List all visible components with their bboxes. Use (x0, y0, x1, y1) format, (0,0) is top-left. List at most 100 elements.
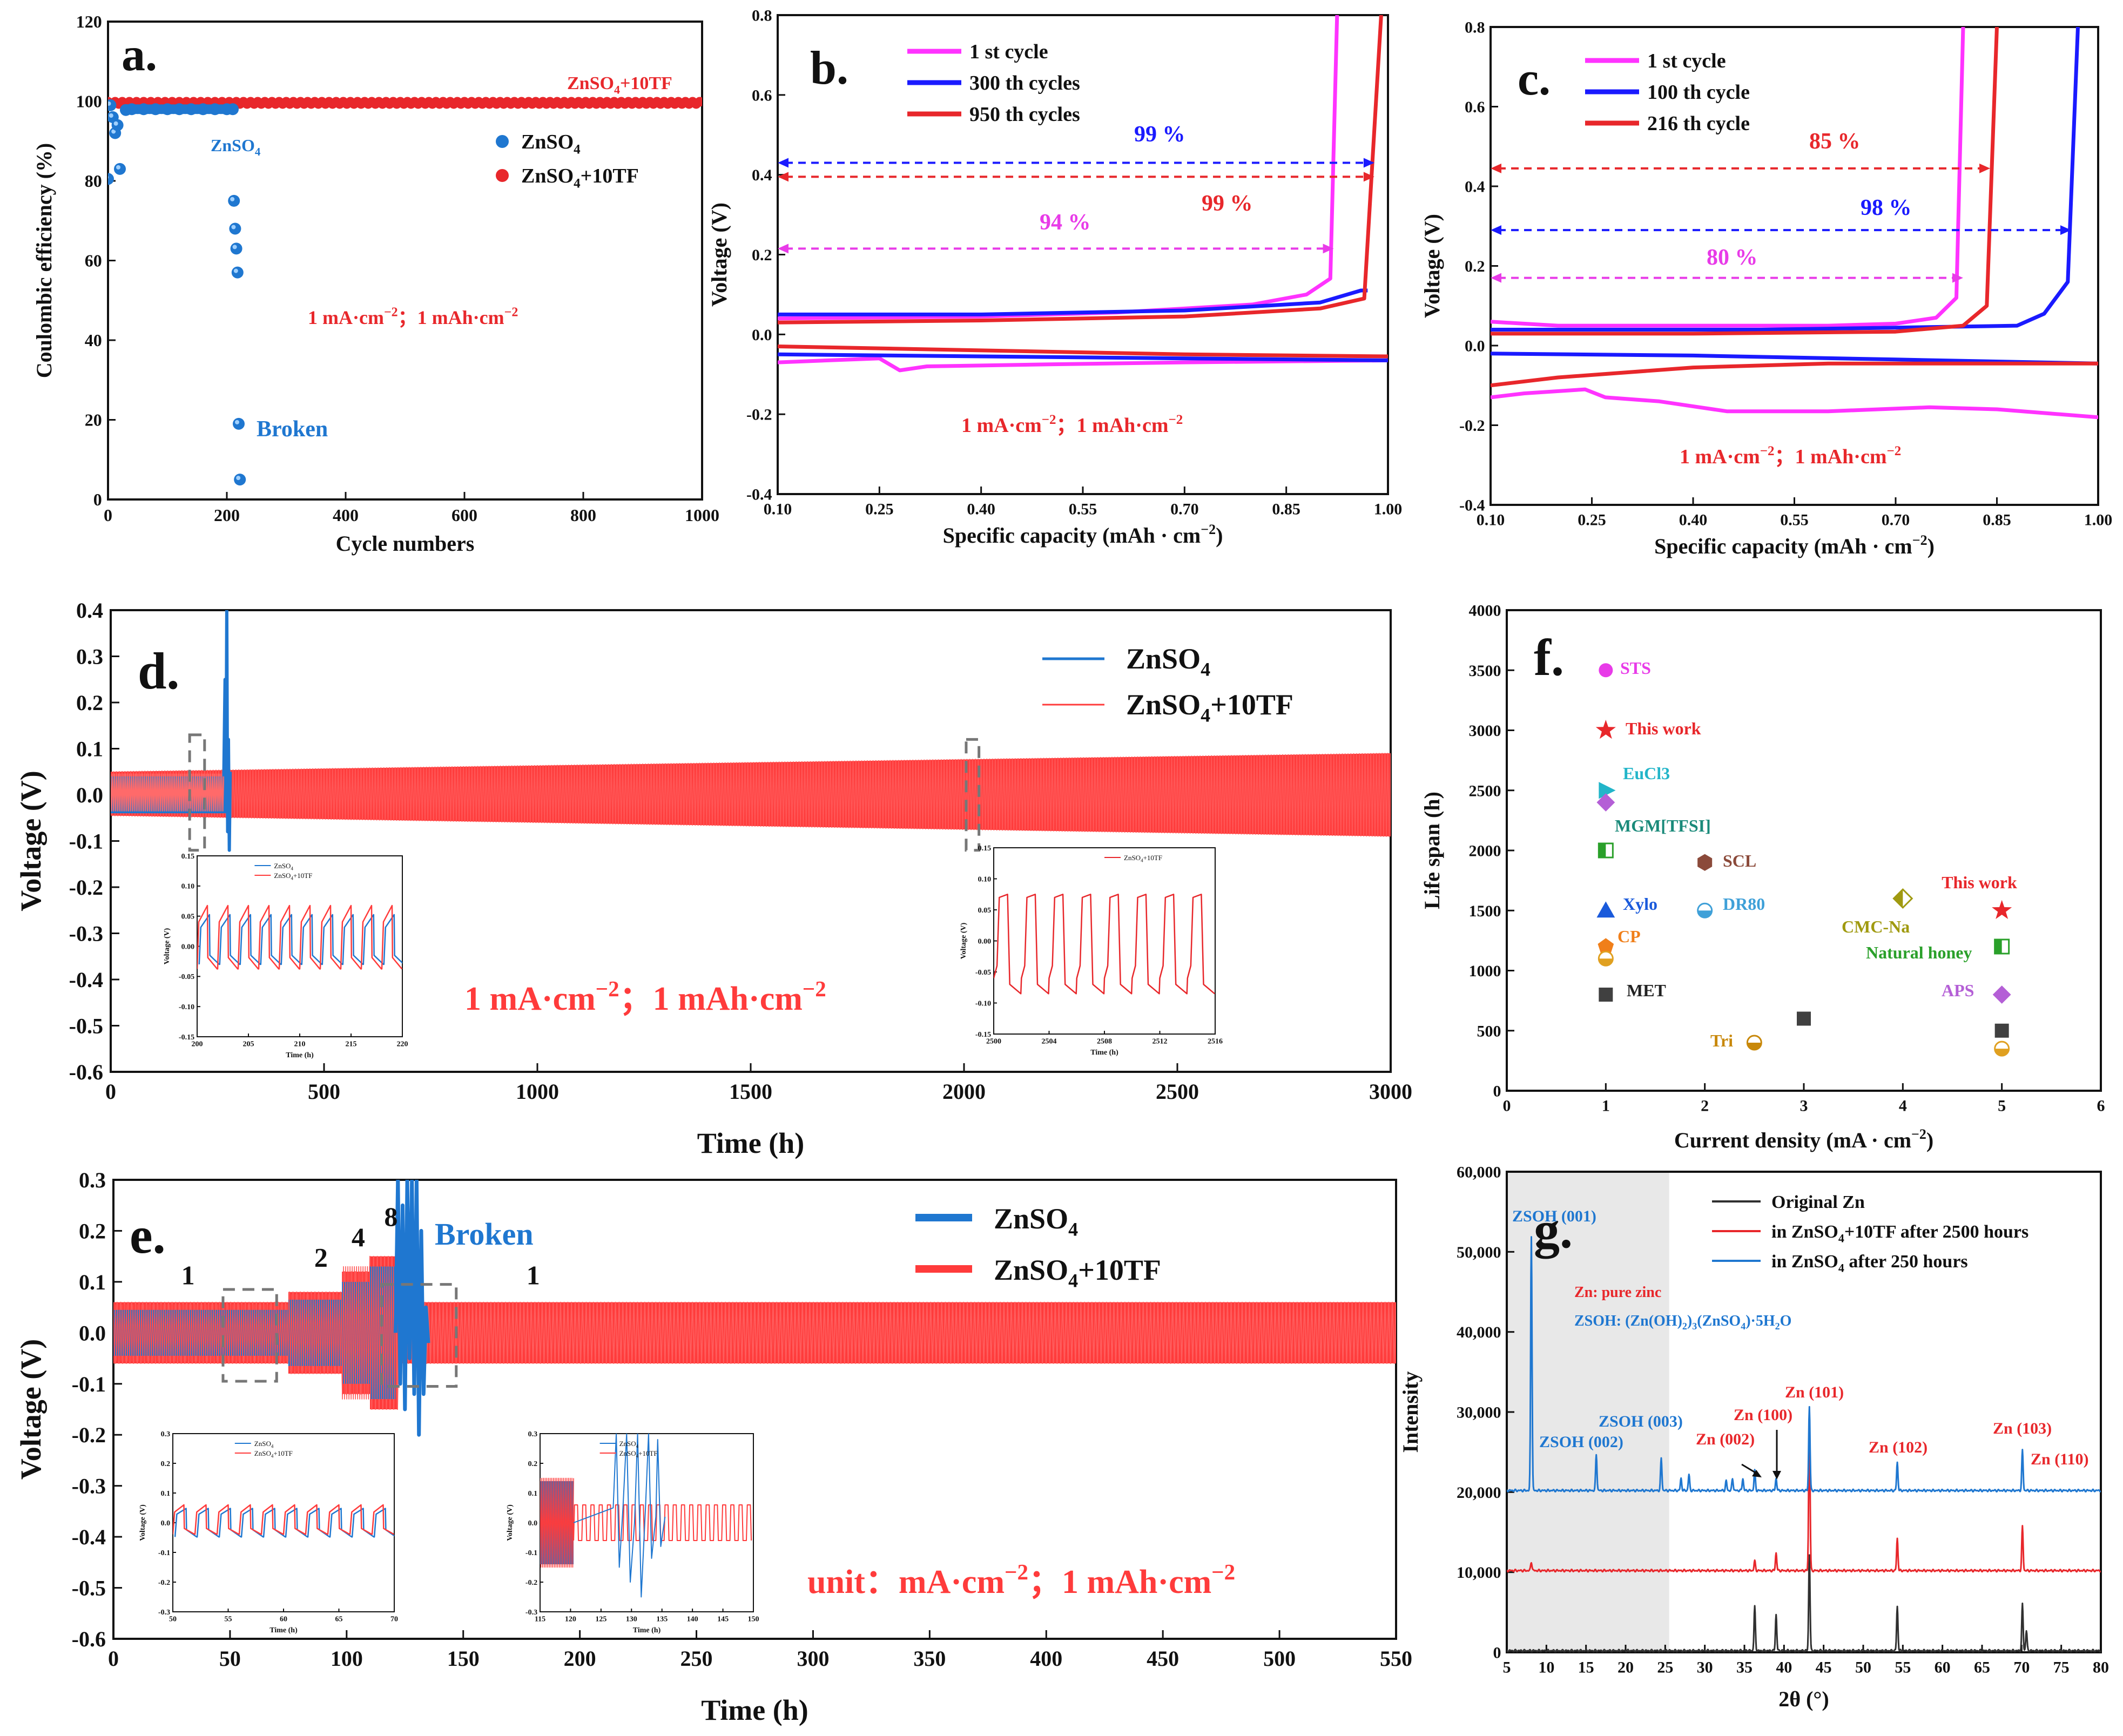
y-tick-label: 0.0 (76, 783, 103, 807)
data-point-highlight (232, 245, 237, 249)
x-tick-label: 150 (447, 1646, 480, 1671)
data-point (230, 242, 242, 255)
label-part: ZnSO (619, 1440, 636, 1448)
x-axis-label: Time (h) (269, 1626, 298, 1634)
discharge-curve (1491, 361, 2098, 388)
data-point-highlight (235, 420, 239, 424)
marker-pentagon (1598, 938, 1614, 954)
x-tick-label: 135 (656, 1616, 668, 1624)
y-tick-label: -0.2 (69, 875, 103, 900)
x-tick-label: 1500 (729, 1079, 772, 1104)
data-point (228, 194, 240, 207)
y-axis-label: Voltage (V) (163, 928, 171, 964)
efficiency-label: 98 % (1861, 195, 1912, 220)
rate-label: 1 (527, 1260, 540, 1291)
label-part: ) (1926, 1128, 1933, 1152)
annotation: 1 mA·cm−2；1 mAh·cm−2 (464, 976, 826, 1017)
arrow-head (778, 244, 788, 254)
label-part: in ZnSO (1771, 1222, 1838, 1242)
y-tick-label: 20 (85, 410, 102, 430)
point-label: Tri (1710, 1031, 1733, 1050)
series-line (111, 753, 1391, 837)
inset-line (173, 1504, 394, 1535)
x-tick-label: 5 (1998, 1097, 2006, 1115)
panel-f: 0 1 2 3 4 5 6 0 500 1000 1500 2000 2500 3000 3500 4000 C… (1420, 602, 2105, 1153)
x-tick-label: 0.70 (1170, 501, 1199, 518)
inset-line (540, 1477, 574, 1568)
x-tick-label: 0.10 (764, 501, 792, 518)
x-axis-label: Time (h) (286, 1051, 314, 1059)
y-tick-label: -0.2 (746, 406, 772, 424)
x-tick-label: 65 (335, 1616, 343, 1624)
x-tick-label: 20 (1617, 1659, 1634, 1677)
label-part: ) (1687, 1313, 1692, 1329)
label-part: Time (h) (701, 1694, 808, 1726)
label-part: −2 (1886, 444, 1901, 458)
y-tick-label: -0.3 (158, 1609, 170, 1617)
label-part: −2 (1211, 1559, 1235, 1584)
legend-label: ZnSO4 (521, 131, 581, 157)
panel-letter: a. (122, 29, 157, 81)
y-tick-label: 0.05 (978, 907, 992, 915)
label-part: 4 (291, 866, 293, 871)
y-axis-label: Voltage (V) (139, 1504, 147, 1541)
label-part: −2 (384, 306, 398, 320)
legend-label: ZnSO4 (1126, 643, 1210, 680)
label-part: Voltage (V) (707, 202, 731, 307)
x-tick-label: 400 (333, 505, 359, 525)
label-part: 1 mA·cm (1680, 445, 1760, 468)
label-part: +10TF (581, 165, 639, 187)
y-tick-label: 0.1 (79, 1270, 106, 1294)
inset-line (573, 1434, 666, 1598)
x-tick-label: 0 (104, 505, 112, 525)
inset-legend-label: ZnSO4 (254, 1440, 274, 1449)
y-tick-label: 0.6 (1465, 98, 1485, 116)
y-tick-label: 0.0 (1465, 337, 1485, 355)
y-tick-label: -0.1 (72, 1372, 106, 1396)
label-part: +10TF (273, 1449, 293, 1457)
x-tick-label: 0.55 (1069, 501, 1097, 518)
annotation: 1 mA·cm−2；1 mAh·cm−2 (308, 306, 518, 328)
data-point-highlight (111, 129, 116, 134)
arrow-head (1363, 158, 1374, 168)
arrow-head (1952, 273, 1963, 283)
x-tick-label: 0.25 (1578, 511, 1606, 529)
series-spike (394, 1180, 430, 1437)
x-tick-label: 2504 (1042, 1038, 1057, 1046)
marker-star (1595, 720, 1616, 739)
x-tick-label: 140 (687, 1616, 698, 1624)
marker-diamond (1992, 985, 2011, 1004)
x-tick-label: 0.85 (1983, 511, 2011, 529)
label-part: unit：mA·cm (807, 1564, 1005, 1600)
y-tick-label: -0.1 (69, 829, 103, 854)
y-axis-label: Coulombic efficiency (%) (32, 143, 56, 378)
y-tick-label: 0.4 (752, 166, 772, 184)
marker-diamond (1596, 793, 1615, 812)
charge-curve (778, 15, 1383, 325)
y-tick-label: -0.6 (69, 1060, 103, 1084)
rate-label: 4 (352, 1222, 365, 1252)
data-point (234, 474, 246, 486)
y-tick-label: 0.05 (181, 913, 195, 921)
data-point-highlight (116, 165, 120, 170)
x-tick-label: 60 (280, 1616, 287, 1624)
peak-label: Zn (100) (1734, 1406, 1792, 1424)
inset-legend-label: ZnSO4+10TF (619, 1449, 658, 1458)
y-tick-label: -0.6 (72, 1627, 106, 1651)
label-part: −2 (1201, 522, 1216, 537)
label-part: 4 (1838, 1232, 1844, 1245)
y-tick-label: 2500 (1469, 782, 1501, 800)
peak-label: Zn (101) (1785, 1383, 1844, 1401)
label-part: 4 (1838, 1261, 1844, 1275)
y-axis-label: Intensity (1398, 1371, 1423, 1453)
x-tick-label: 450 (1147, 1646, 1179, 1671)
point-label: MGM[TFSI] (1615, 816, 1711, 835)
rate-label: 2 (314, 1242, 328, 1273)
charge-curve (1491, 27, 1965, 328)
efficiency-label: 85 % (1809, 129, 1861, 154)
point-label: Xylo (1623, 894, 1657, 914)
label-part: ZnSO (274, 862, 291, 870)
label-part: Coulombic efficiency (%) (32, 143, 56, 378)
y-tick-label: 0.1 (76, 737, 103, 761)
